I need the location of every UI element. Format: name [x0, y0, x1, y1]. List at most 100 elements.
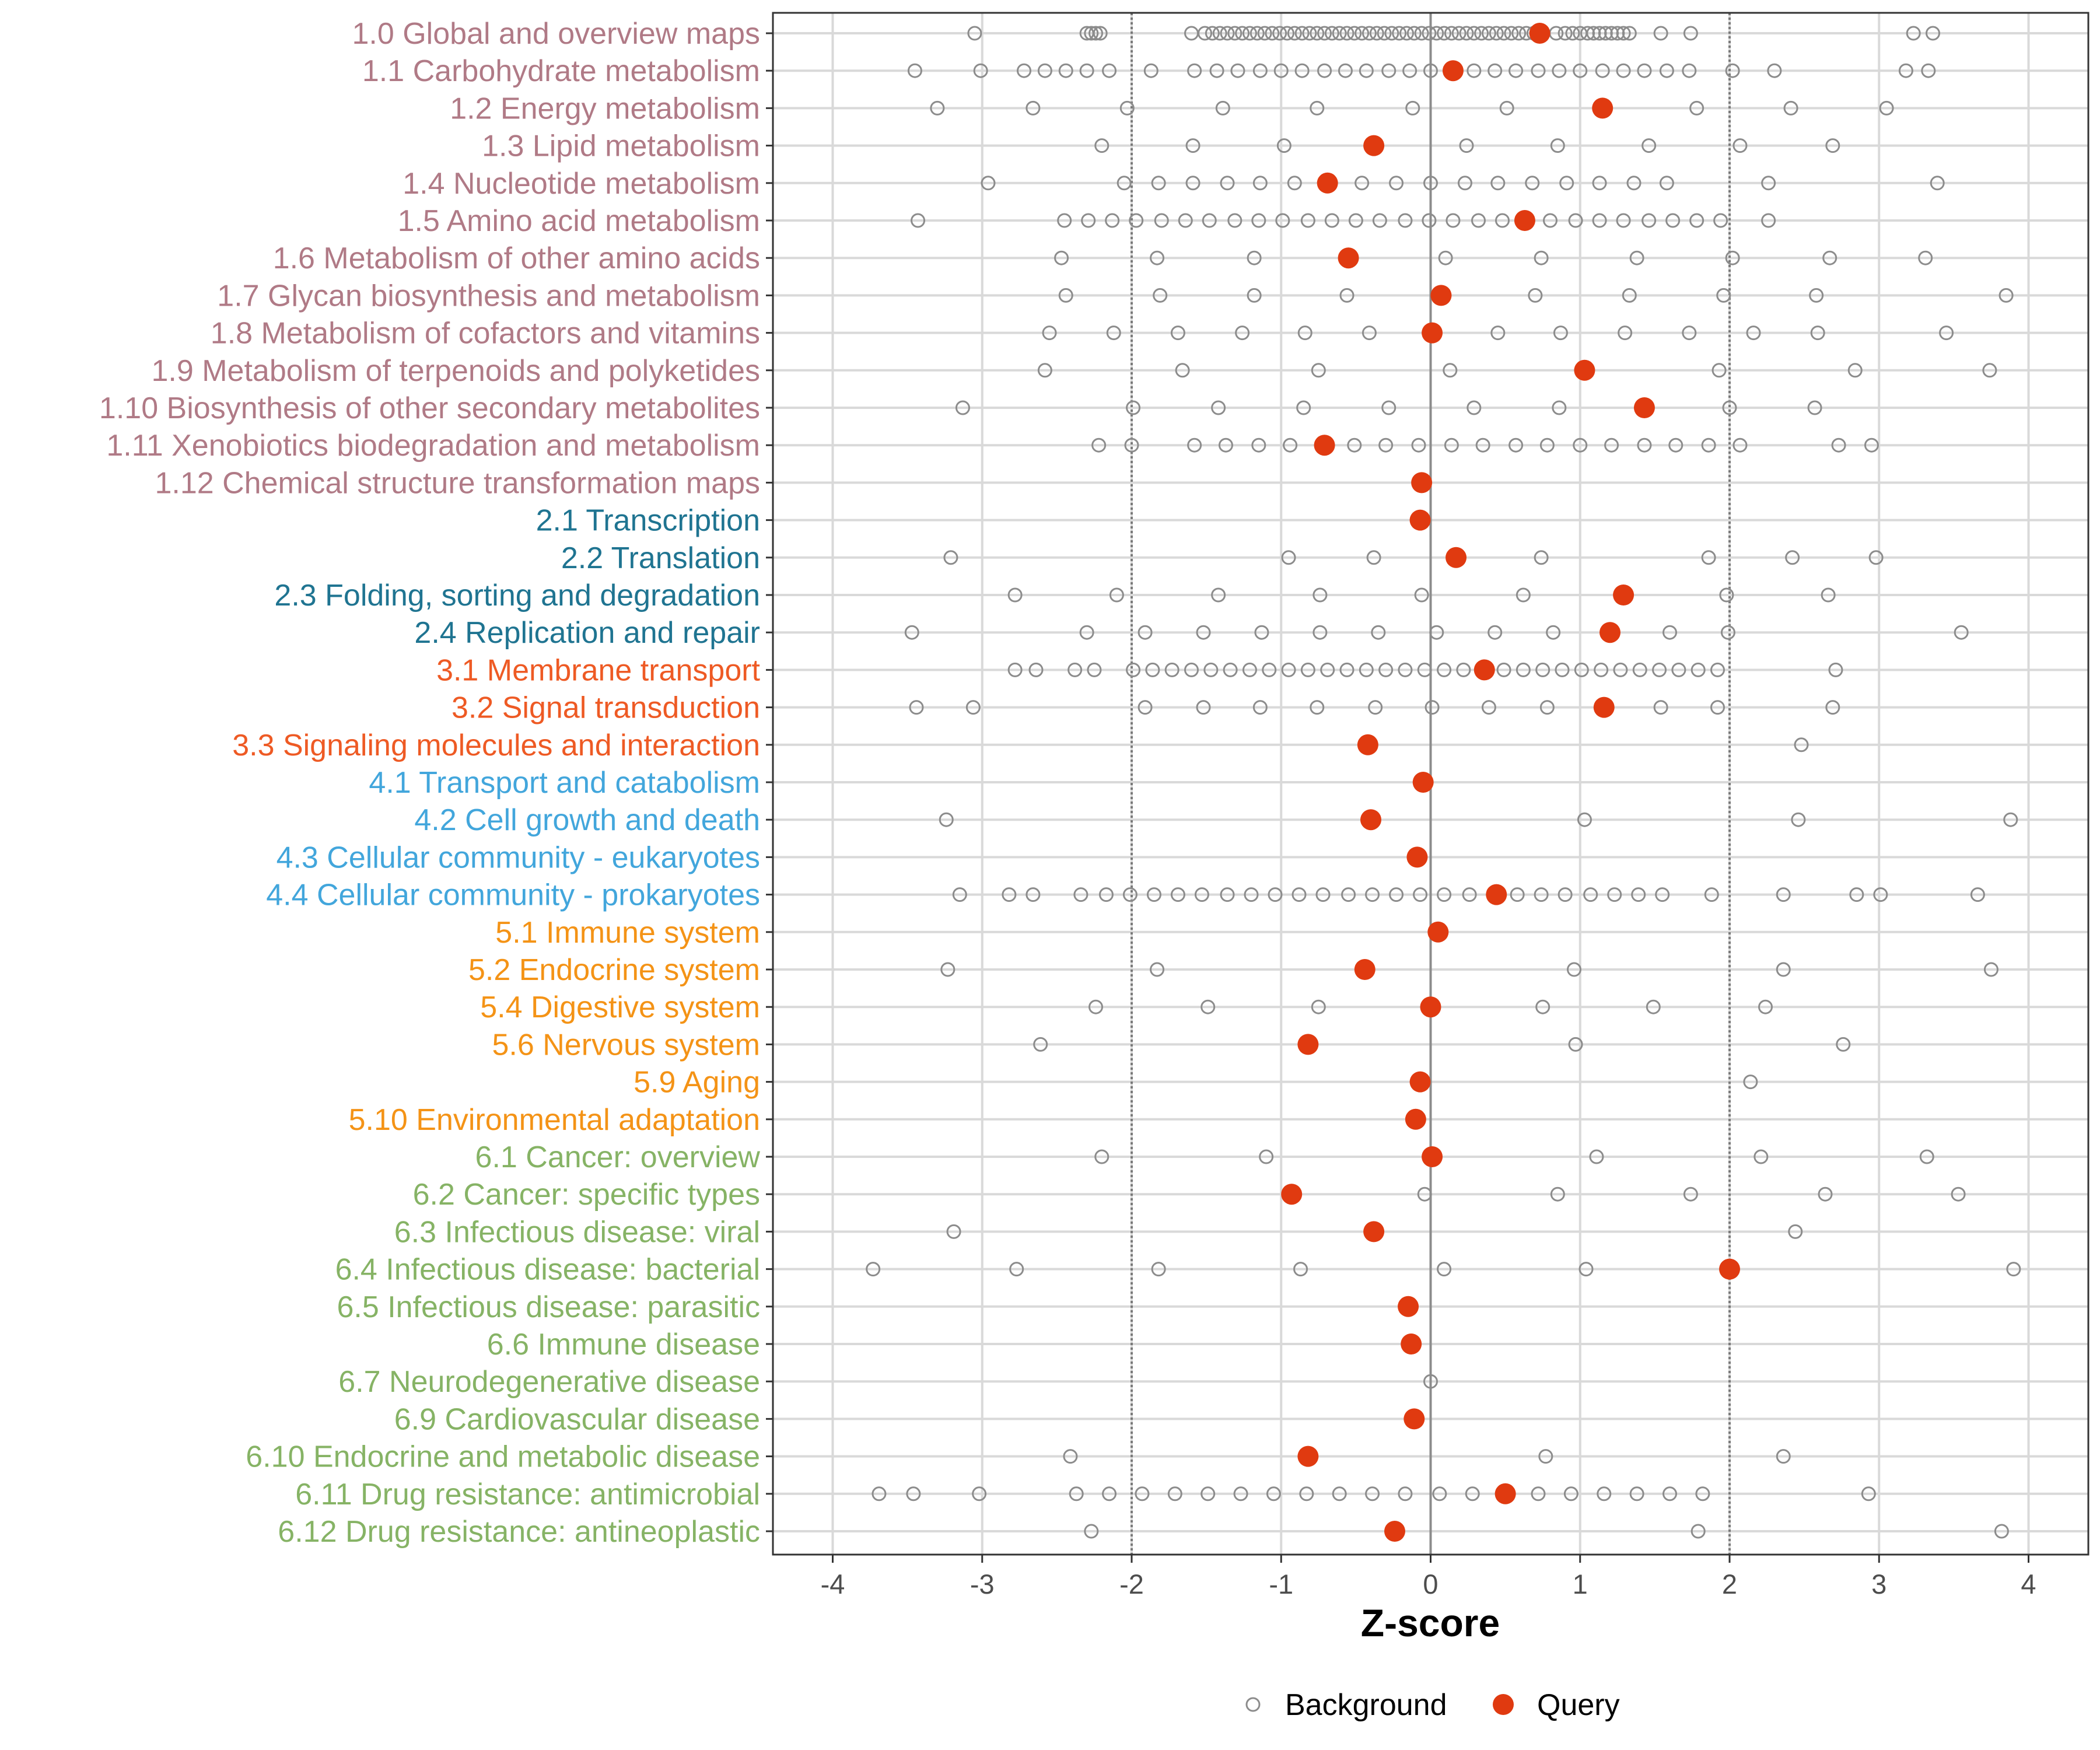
category-label: 3.3 Signaling molecules and interaction	[232, 729, 760, 762]
background-point	[1776, 1449, 1791, 1464]
background-point	[1251, 438, 1266, 453]
category-label: 5.6 Nervous system	[492, 1028, 761, 1062]
background-point	[1230, 63, 1245, 78]
background-point	[1081, 213, 1096, 228]
category-label: 1.7 Glycan biosynthesis and metabolism	[217, 279, 760, 313]
query-point	[1409, 509, 1431, 531]
background-point	[1655, 887, 1670, 902]
background-point	[1170, 887, 1185, 902]
category-label: 4.3 Cellular community - eukaryotes	[276, 841, 760, 874]
category-label: 1.10 Biosynthesis of other secondary met…	[99, 391, 760, 425]
background-point	[1550, 138, 1565, 153]
background-point	[1143, 63, 1158, 78]
query-point	[1633, 397, 1655, 418]
background-point	[1629, 1486, 1644, 1502]
background-point	[1058, 63, 1073, 78]
query-point	[1600, 622, 1620, 643]
background-point	[1223, 662, 1238, 677]
background-point	[1378, 662, 1394, 677]
background-point	[1444, 26, 1459, 41]
background-point	[1324, 26, 1339, 41]
background-point	[943, 550, 958, 565]
background-point	[1200, 999, 1216, 1014]
category-label: 6.3 Infectious disease: viral	[394, 1215, 760, 1249]
background-point	[1341, 887, 1356, 902]
legend-background-label: Background	[1285, 1688, 1447, 1722]
background-point	[1202, 213, 1217, 228]
background-point	[1088, 26, 1103, 41]
background-point	[1758, 999, 1773, 1014]
background-point	[1129, 213, 1144, 228]
background-point	[1359, 662, 1374, 677]
query-point	[1430, 285, 1452, 306]
background-point	[973, 63, 988, 78]
background-point	[1704, 887, 1719, 902]
background-point	[1283, 438, 1298, 453]
background-point	[1259, 1149, 1274, 1164]
background-point	[1732, 138, 1748, 153]
background-point	[1002, 887, 1017, 902]
background-point	[1437, 26, 1452, 41]
background-point	[1365, 887, 1380, 902]
background-point	[1398, 662, 1413, 677]
background-point	[1836, 1037, 1851, 1052]
query-point	[1314, 435, 1335, 456]
query-point	[1494, 1483, 1516, 1504]
background-point	[1466, 26, 1482, 41]
background-point	[1150, 962, 1165, 977]
background-point	[1413, 887, 1428, 902]
background-point	[1849, 887, 1864, 902]
background-point	[1054, 250, 1069, 265]
background-point	[1235, 326, 1250, 341]
background-point	[1713, 213, 1728, 228]
background-point	[1198, 26, 1213, 41]
background-point	[1151, 1262, 1166, 1277]
category-label: 2.1 Transcription	[536, 504, 760, 538]
background-point	[1102, 1486, 1117, 1502]
background-point	[1252, 700, 1268, 715]
background-point	[1481, 26, 1496, 41]
query-point	[1404, 1408, 1425, 1430]
background-point	[1135, 1486, 1150, 1502]
background-point	[930, 100, 945, 116]
background-point	[1616, 26, 1631, 41]
background-point	[1302, 26, 1317, 41]
x-tick-label: -2	[1119, 1569, 1144, 1600]
background-point	[1209, 63, 1224, 78]
background-point	[1215, 100, 1230, 116]
background-point	[1145, 662, 1160, 677]
background-point	[1007, 662, 1023, 677]
query-point	[1401, 1334, 1422, 1354]
background-point	[1227, 26, 1242, 41]
background-point	[1592, 213, 1607, 228]
background-point	[1300, 213, 1315, 228]
background-point	[1539, 438, 1555, 453]
background-point	[1098, 887, 1114, 902]
background-point	[1926, 26, 1940, 41]
background-point	[1220, 176, 1235, 191]
background-point	[1510, 887, 1525, 902]
background-point	[1535, 662, 1550, 677]
background-point	[1595, 63, 1610, 78]
background-point	[1339, 288, 1354, 303]
background-point	[1310, 100, 1325, 116]
category-label: 1.1 Carbohydrate metabolism	[362, 54, 760, 88]
background-point	[1539, 700, 1555, 715]
background-point	[1567, 962, 1581, 977]
x-tick-label: -3	[970, 1569, 995, 1600]
background-point	[1265, 26, 1280, 41]
background-point	[1310, 700, 1325, 715]
background-point	[1281, 662, 1296, 677]
background-point	[1683, 1186, 1698, 1202]
background-point	[1652, 662, 1667, 677]
background-point	[1312, 587, 1328, 603]
legend-query-label: Query	[1537, 1688, 1620, 1722]
background-point	[1828, 662, 1843, 677]
background-point	[1954, 625, 1969, 640]
category-label: 2.4 Replication and repair	[414, 616, 760, 650]
background-point	[1126, 662, 1141, 677]
query-point	[1474, 659, 1495, 681]
background-point	[1622, 288, 1637, 303]
